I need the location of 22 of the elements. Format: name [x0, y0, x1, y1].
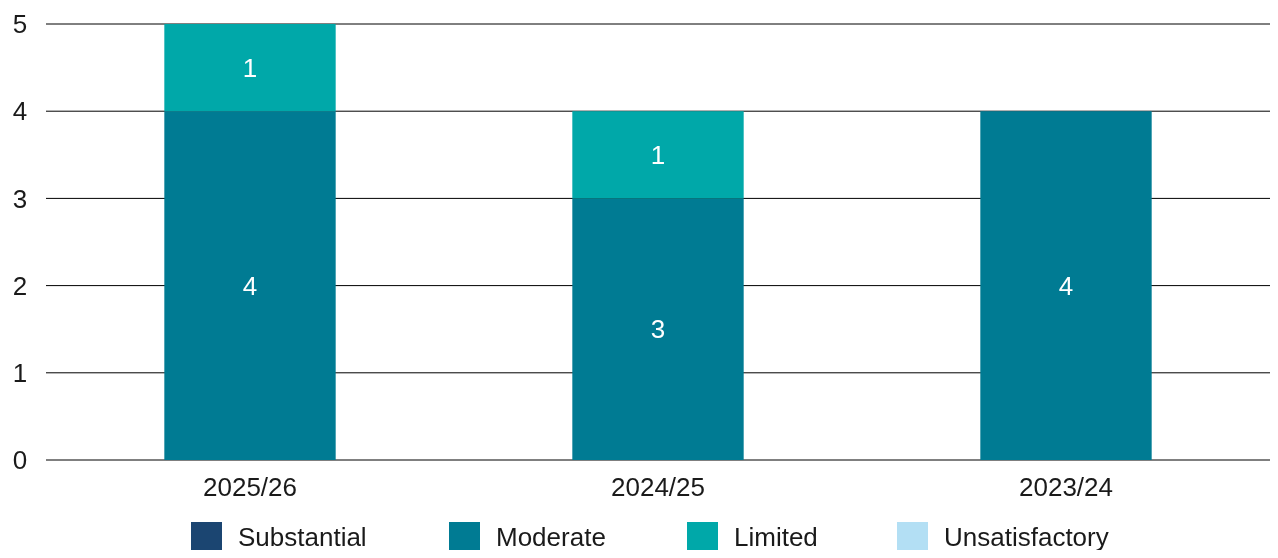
- bar: [980, 111, 1152, 460]
- data-label: 1: [650, 139, 666, 170]
- legend-label: Moderate: [496, 522, 606, 552]
- data-label: 4: [1058, 270, 1074, 301]
- data-label: 4: [242, 270, 258, 301]
- bar: [572, 111, 744, 199]
- y-tick-label: 4: [12, 96, 28, 127]
- legend-label: Substantial: [238, 522, 367, 552]
- x-tick-label: 2023/24: [1019, 472, 1113, 502]
- y-tick-label: 3: [12, 183, 28, 214]
- bar: [164, 24, 336, 112]
- y-tick-label: 5: [12, 9, 28, 40]
- x-tick-label: 2025/26: [203, 472, 297, 502]
- bar: [572, 198, 744, 460]
- data-label: 1: [242, 52, 258, 83]
- legend-label: Limited: [734, 522, 818, 552]
- y-tick-label: 0: [12, 445, 28, 476]
- y-tick-label: 1: [12, 357, 28, 388]
- data-label: 3: [650, 314, 666, 345]
- y-tick-label: 2: [12, 270, 28, 301]
- x-tick-label: 2024/25: [611, 472, 705, 502]
- bar: [164, 111, 336, 460]
